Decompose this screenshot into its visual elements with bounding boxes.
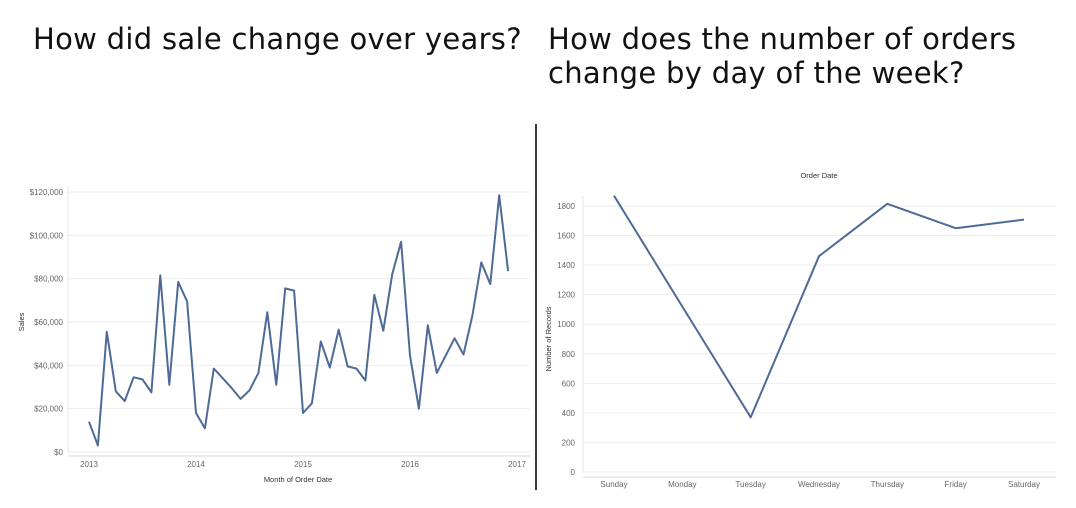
left-y-tick-label: $60,000 [34,318,63,327]
left-x-axis-title: Month of Order Date [264,475,332,484]
left-y-tick-label: $120,000 [30,188,64,197]
right-question-heading: How does the number of orders change by … [548,22,1017,90]
left-x-tick-label: 2014 [187,460,205,469]
left-y-axis-title: Sales [17,312,26,331]
left-y-tick-label: $40,000 [34,361,63,370]
right-y-tick-label: 1200 [557,291,575,300]
right-y-tick-label: 1400 [557,261,575,270]
right-y-tick-label: 1000 [557,320,575,329]
right-y-tick-label: 600 [562,379,576,388]
right-y-tick-label: 400 [562,409,576,418]
right-x-tick-label: Thursday [871,480,904,489]
right-y-tick-label: 0 [571,468,576,477]
sales-over-years-chart: $0 $20,000 $40,000 $60,000 $80,000 $100,000 $1… [17,186,530,484]
right-x-tick-label: Sunday [600,480,627,489]
right-y-axis-title: Number of Records [544,306,553,371]
right-y-tick-label: 1600 [557,232,575,241]
right-y-tick-label: 1800 [557,202,575,211]
right-x-tick-label: Friday [945,480,967,489]
left-y-tick-label: $0 [54,448,63,457]
left-x-tick-label: 2017 [508,460,526,469]
right-chart-title: Order Date [800,171,837,180]
right-y-tick-label: 200 [562,438,576,447]
left-x-tick-label: 2015 [294,460,312,469]
left-sales-series-line [88,194,510,447]
right-y-tick-label: 800 [562,350,576,359]
left-y-tick-label: $80,000 [34,275,63,284]
right-x-tick-label: Wednesday [798,480,840,489]
panel-divider [535,124,537,490]
left-y-tick-label: $100,000 [30,231,64,240]
right-x-tick-label: Monday [668,480,696,489]
right-records-series-line [613,195,1025,419]
left-y-tick-label: $20,000 [34,405,63,414]
left-question-heading: How did sale change over years? [33,22,522,56]
left-x-tick-label: 2013 [80,460,98,469]
right-x-tick-label: Saturday [1008,480,1040,489]
right-x-tick-label: Tuesday [735,480,765,489]
left-x-tick-label: 2016 [401,460,419,469]
